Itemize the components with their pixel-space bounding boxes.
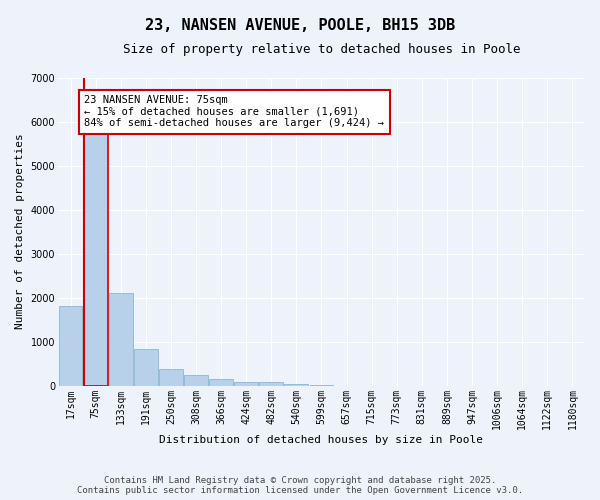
Bar xyxy=(234,382,258,386)
Bar xyxy=(159,369,183,386)
Bar xyxy=(209,380,233,386)
X-axis label: Distribution of detached houses by size in Poole: Distribution of detached houses by size … xyxy=(160,435,484,445)
Y-axis label: Number of detached properties: Number of detached properties xyxy=(15,134,25,330)
Title: Size of property relative to detached houses in Poole: Size of property relative to detached ho… xyxy=(123,42,520,56)
Bar xyxy=(184,376,208,386)
Bar xyxy=(134,349,158,386)
Text: 23 NANSEN AVENUE: 75sqm
← 15% of detached houses are smaller (1,691)
84% of semi: 23 NANSEN AVENUE: 75sqm ← 15% of detache… xyxy=(85,95,385,128)
Bar xyxy=(109,293,133,386)
Bar xyxy=(59,306,82,386)
Bar xyxy=(284,384,308,386)
Bar xyxy=(259,382,283,386)
Text: Contains HM Land Registry data © Crown copyright and database right 2025.
Contai: Contains HM Land Registry data © Crown c… xyxy=(77,476,523,495)
Text: 23, NANSEN AVENUE, POOLE, BH15 3DB: 23, NANSEN AVENUE, POOLE, BH15 3DB xyxy=(145,18,455,32)
Bar xyxy=(83,130,107,386)
